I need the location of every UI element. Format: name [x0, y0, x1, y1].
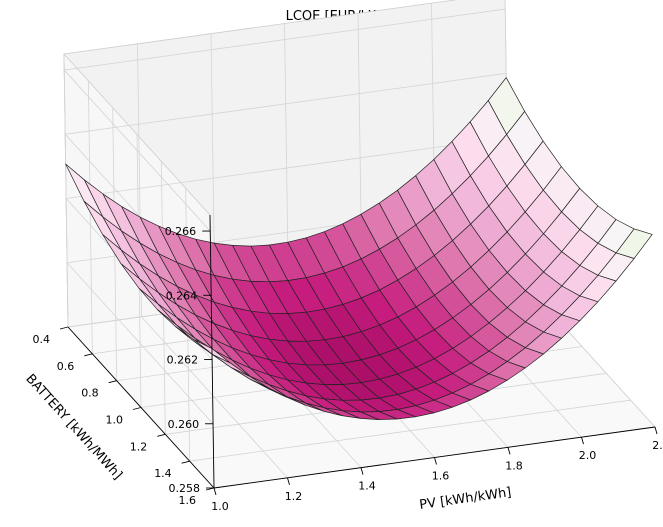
x-tick-label: 1.2 — [285, 490, 303, 503]
x-axis-label: PV [kWh/kWh] — [418, 485, 512, 513]
y-tick-mark — [182, 461, 190, 463]
x-tick-mark — [288, 478, 290, 485]
y-tick-label: 0.4 — [33, 333, 51, 346]
y-tick-mark — [109, 381, 117, 383]
x-tick-label: 1.8 — [505, 459, 523, 472]
z-tick-label: 0.266 — [165, 225, 197, 238]
x-tick-mark — [582, 437, 584, 444]
y-tick-mark — [60, 327, 68, 329]
y-axis-label: BATTERY [kWh/MWh] — [22, 371, 124, 482]
x-tick-label: 1.4 — [358, 480, 376, 493]
x-tick-mark — [435, 458, 437, 465]
y-tick-mark — [133, 408, 141, 410]
y-tick-label: 1.2 — [130, 440, 148, 453]
y-tick-label: 1.6 — [179, 494, 197, 507]
y-tick-mark — [157, 434, 165, 436]
x-tick-label: 2.0 — [579, 449, 597, 462]
y-tick-mark — [84, 354, 92, 356]
x-tick-mark — [361, 468, 363, 475]
x-tick-label: 1.0 — [211, 500, 229, 513]
z-tick-label: 0.262 — [167, 354, 199, 367]
x-tick-mark — [214, 488, 216, 495]
z-tick-label: 0.260 — [168, 418, 200, 431]
x-tick-mark — [508, 447, 510, 454]
y-tick-label: 0.6 — [57, 360, 75, 373]
y-tick-label: 1.0 — [106, 414, 124, 427]
y-tick-label: 0.8 — [81, 387, 99, 400]
y-tick-label: 1.4 — [154, 467, 172, 480]
x-tick-label: 2.2 — [652, 439, 663, 452]
z-tick-label: 0.258 — [169, 482, 201, 495]
z-tick-label: 0.264 — [166, 289, 198, 302]
x-tick-mark — [655, 427, 657, 434]
x-tick-label: 1.6 — [432, 470, 450, 483]
